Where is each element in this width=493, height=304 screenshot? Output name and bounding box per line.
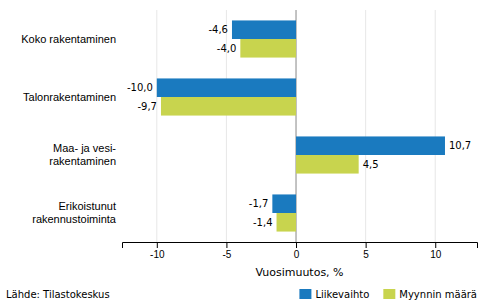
x-tick: -10 bbox=[150, 242, 165, 260]
grid-line bbox=[156, 10, 157, 242]
grid-line bbox=[435, 10, 436, 242]
legend-item: Liikevaihto bbox=[299, 289, 369, 300]
x-tick-mark bbox=[226, 242, 227, 248]
data-label: -4,0 bbox=[217, 43, 237, 54]
y-axis: Koko rakentaminen Talonrakentaminen Maa- j… bbox=[21, 33, 117, 225]
bars bbox=[157, 20, 445, 231]
x-tick-label: -5 bbox=[222, 249, 231, 260]
x-tick-label: 5 bbox=[363, 249, 369, 260]
legend-label: Liikevaihto bbox=[315, 289, 369, 300]
bar bbox=[240, 39, 296, 58]
x-tick: -5 bbox=[222, 242, 231, 260]
bar bbox=[161, 97, 296, 116]
x-tick-mark bbox=[157, 242, 158, 248]
y-tick: Erikoistunutrakennustoiminta bbox=[32, 200, 117, 224]
data-label: -1,7 bbox=[249, 198, 269, 209]
bar bbox=[272, 194, 296, 213]
y-tick: Koko rakentaminen bbox=[21, 33, 116, 45]
x-axis-title: Vuosimuutos, % bbox=[255, 266, 343, 279]
bar bbox=[277, 213, 296, 232]
x-tick: 0 bbox=[294, 242, 300, 260]
x-tick: 5 bbox=[363, 242, 369, 260]
annotation: Lähde: Tilastokeskus bbox=[6, 289, 110, 300]
bar bbox=[296, 155, 359, 174]
grid-line bbox=[365, 10, 366, 242]
y-tick: Maa- ja vesi-rakentaminen bbox=[49, 142, 116, 166]
x-tick-mark bbox=[435, 242, 436, 248]
data-label: 10,7 bbox=[449, 140, 471, 151]
y-tick: Talonrakentaminen bbox=[23, 91, 116, 103]
x-tick: 10 bbox=[430, 242, 442, 260]
legend: Liikevaihto Myynnin määrä bbox=[299, 289, 477, 300]
y-tick-label: Erikoistunutrakennustoiminta bbox=[32, 200, 117, 224]
y-tick-label: Talonrakentaminen bbox=[23, 91, 116, 103]
bar bbox=[296, 136, 445, 155]
y-tick-label: Koko rakentaminen bbox=[21, 33, 116, 45]
data-label: 4,5 bbox=[363, 159, 379, 170]
legend-swatch bbox=[383, 289, 395, 299]
bar bbox=[157, 78, 296, 97]
data-label: -10,0 bbox=[127, 82, 153, 93]
legend-item: Myynnin määrä bbox=[383, 289, 477, 300]
legend-swatch bbox=[299, 289, 311, 299]
x-axis: -10 -5 0 5 10 bbox=[123, 242, 478, 260]
x-tick-label: -10 bbox=[150, 249, 165, 260]
x-tick-mark bbox=[366, 242, 367, 248]
plot: -4,6 -10,0 10,7 -1,7 -4,0 -9,7 4,5 -1,4 -10 -5 0 5 1… bbox=[21, 10, 477, 260]
y-tick-label: Maa- ja vesi-rakentaminen bbox=[49, 142, 116, 166]
bar bbox=[232, 20, 296, 39]
grid bbox=[157, 10, 435, 242]
data-label: -4,6 bbox=[208, 24, 228, 35]
x-tick-label: 10 bbox=[430, 249, 442, 260]
x-axis-line bbox=[123, 243, 478, 249]
chart: -4,6 -10,0 10,7 -1,7 -4,0 -9,7 4,5 -1,4 -10 -5 0 5 1… bbox=[0, 0, 493, 304]
data-label: -9,7 bbox=[137, 101, 157, 112]
x-tick-mark bbox=[296, 242, 297, 248]
data-label: -1,4 bbox=[253, 217, 273, 228]
x-tick-label: 0 bbox=[294, 249, 300, 260]
data-labels: -4,6 -10,0 10,7 -1,7 -4,0 -9,7 4,5 -1,4 bbox=[127, 24, 471, 228]
legend-label: Myynnin määrä bbox=[399, 289, 477, 300]
